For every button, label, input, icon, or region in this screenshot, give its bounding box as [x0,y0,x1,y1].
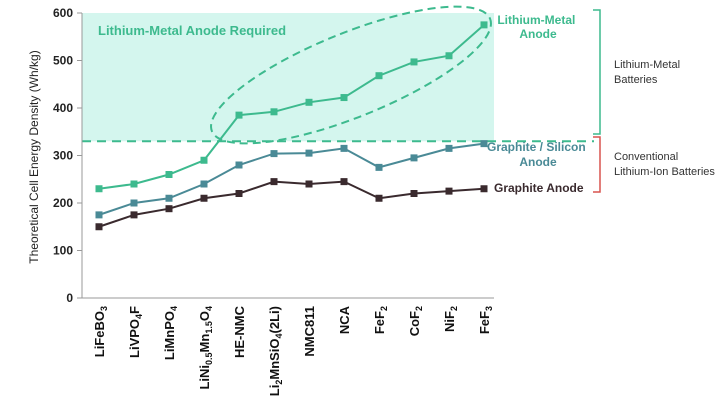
x-tick-label: FeF2 [372,306,389,334]
data-point [480,185,488,193]
data-point [200,156,208,164]
x-tick-label: FeF3 [477,306,494,334]
data-point [445,52,453,60]
x-tick-label: Li2MnSiO4(2Li) [267,306,284,396]
y-tick-label: 600 [53,6,73,20]
bracket-li-metal [593,9,601,135]
x-tick-label: NMC811 [302,306,317,357]
x-tick-label: LiFeBO3 [92,306,109,357]
data-point [375,194,383,202]
y-tick-label: 300 [53,149,73,163]
data-point [305,180,313,188]
y-tick-label: 500 [53,54,73,68]
series-label-li-metal: Lithium-Metal Anode [497,13,578,41]
bracket-label-li-metal: Lithium-Metal Batteries [614,59,683,86]
x-ticks: LiFeBO3 LiVPO4F LiMnPO4 LiNi0.5Mn1.5O4 HE-NM… [92,305,494,396]
series-group [95,21,488,231]
bracket-label-conventional: Conventional Lithium-Ion Batteries [614,151,715,178]
data-point [130,180,138,188]
data-point [445,187,453,195]
series-label-graphite-silicon: Graphite / Silicon Anode [487,140,589,169]
bracket-conventional [593,136,601,193]
data-point [410,190,418,197]
data-point [480,140,488,148]
y-tick-label: 400 [53,101,73,115]
data-point [445,144,453,152]
data-point [200,180,208,188]
x-tick-label: LiVPO4F [127,306,144,358]
y-ticks: 0 100 200 300 400 500 600 [53,6,82,305]
data-point [130,211,138,219]
x-tick-label: HE-NMC [232,305,247,358]
series-line [98,180,485,228]
data-point [235,190,243,197]
data-point [410,58,418,66]
data-point [95,223,103,231]
data-point [130,199,138,207]
x-tick-label: NiF2 [442,306,459,332]
data-point [270,108,278,116]
x-tick-label: NCA [337,305,352,334]
li-metal-region [82,13,494,142]
data-point [95,211,103,219]
data-point [305,149,313,157]
series-label-graphite: Graphite Anode [494,181,584,195]
data-point [340,178,348,186]
data-point [235,161,243,169]
x-tick-label: CoF2 [407,306,424,336]
y-tick-label: 200 [53,196,73,210]
data-point [200,194,208,202]
data-point [375,163,383,171]
data-point [235,111,243,119]
y-axis-label: Theoretical Cell Energy Density (Wh/kg) [27,50,41,263]
data-point [165,171,173,178]
data-point [340,144,348,152]
data-point [270,150,278,158]
data-point [340,94,348,102]
x-tick-label: LiMnPO4 [162,306,179,360]
region-label: Lithium-Metal Anode Required [98,23,286,38]
series-line [98,24,485,190]
data-point [165,205,173,213]
data-point [305,98,313,106]
series-line [98,142,485,216]
data-point [270,178,278,186]
x-tick-label: LiNi0.5Mn1.5O4 [197,306,214,390]
data-point [95,185,103,193]
data-point [165,194,173,202]
y-tick-label: 0 [66,291,73,305]
data-point [410,154,418,162]
li-metal-ellipse [210,5,492,145]
y-tick-label: 100 [53,244,73,258]
data-point [375,72,383,80]
data-point [480,21,488,29]
